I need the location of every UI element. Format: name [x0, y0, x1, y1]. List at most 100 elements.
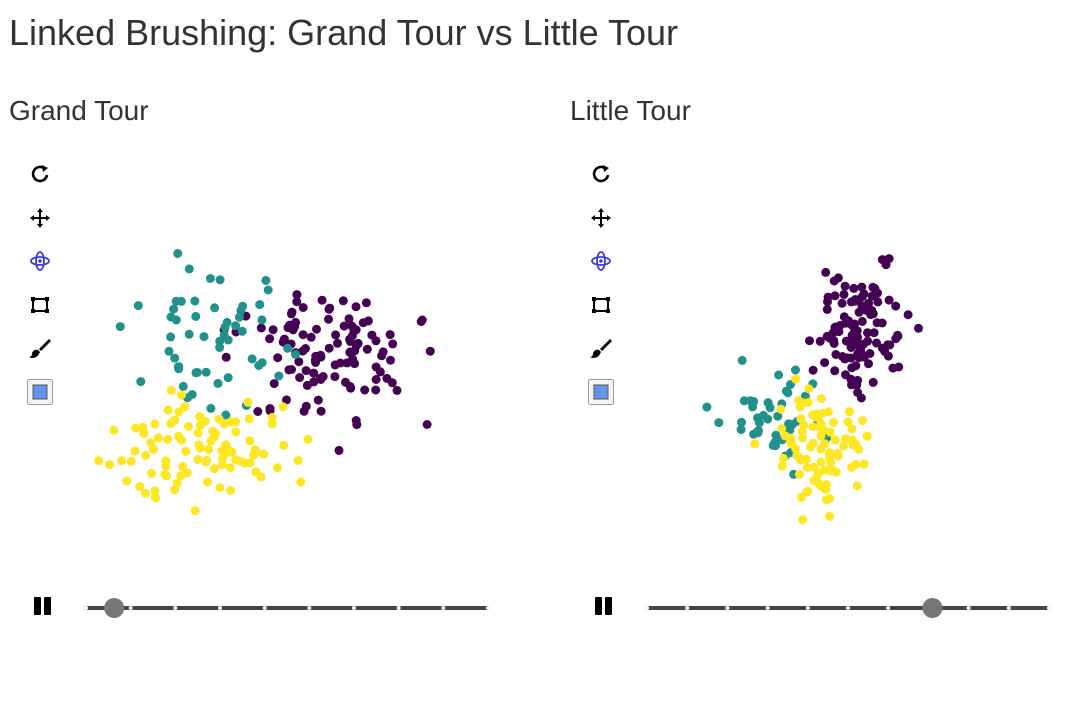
data-point [274, 371, 284, 381]
brush-tool-button[interactable] [585, 332, 617, 364]
select-box-tool-button[interactable] [585, 289, 617, 321]
data-point [330, 360, 340, 370]
data-point [282, 395, 291, 405]
rotate-icon [30, 251, 50, 271]
color-swatch-tool-button[interactable] [585, 376, 617, 408]
reset-tool-button[interactable] [585, 158, 617, 190]
data-point [773, 411, 783, 421]
grand-tour-slider[interactable] [72, 595, 492, 621]
data-point [788, 419, 798, 429]
data-point [256, 323, 266, 333]
data-point [293, 456, 303, 466]
reset-icon [592, 165, 610, 183]
data-point [877, 255, 887, 265]
color-swatch-tool-button[interactable] [24, 376, 56, 408]
data-point [215, 275, 225, 285]
rotate-tool-button[interactable] [585, 245, 617, 277]
data-point [903, 310, 913, 320]
data-point [206, 436, 216, 446]
data-point [763, 398, 773, 408]
data-point [829, 276, 839, 286]
data-point [805, 336, 814, 346]
slider-tick [886, 606, 891, 610]
data-point [225, 463, 235, 473]
data-point [263, 285, 273, 295]
data-point [301, 366, 311, 376]
data-point [843, 417, 853, 427]
data-point [392, 385, 402, 395]
slider-tick [966, 606, 971, 610]
data-point [194, 440, 204, 450]
data-point [331, 330, 341, 340]
data-point [830, 291, 840, 301]
data-point [292, 290, 302, 300]
pause-bar-left [34, 597, 41, 615]
data-point [267, 419, 277, 429]
cluster-2-points [750, 374, 872, 525]
data-point [353, 338, 363, 348]
data-point [226, 485, 236, 495]
data-point [151, 493, 161, 503]
data-point [345, 337, 355, 346]
data-point [302, 380, 312, 390]
data-point [891, 301, 901, 311]
data-point [150, 486, 160, 496]
little-tour-pause-button[interactable] [593, 595, 617, 619]
data-point [863, 336, 873, 346]
data-point [377, 351, 387, 361]
data-point [821, 267, 831, 277]
data-point [877, 343, 887, 353]
data-point [361, 298, 371, 308]
slider-thumb[interactable] [104, 598, 125, 618]
data-point [345, 382, 355, 391]
data-point [352, 420, 362, 430]
data-point [781, 386, 791, 396]
data-point [358, 318, 368, 328]
slider-tick [173, 606, 178, 610]
data-point [180, 402, 190, 412]
data-point [774, 370, 784, 380]
data-point [221, 440, 231, 450]
little-tour-slider[interactable] [633, 595, 1053, 621]
data-point [199, 332, 209, 342]
data-point [737, 417, 746, 427]
data-point [893, 331, 903, 341]
data-point [832, 449, 842, 459]
little-tour-panel: Little Tour [561, 90, 1082, 690]
little-tour-scatterplot[interactable] [561, 90, 1082, 590]
data-point [318, 372, 328, 381]
data-point [824, 452, 834, 462]
reset-tool-button[interactable] [24, 158, 56, 190]
data-point [809, 476, 819, 485]
slider-tick [84, 606, 88, 610]
slider-tick [486, 606, 490, 610]
grand-tour-scatterplot[interactable] [0, 90, 540, 590]
data-point [736, 425, 746, 435]
brush-tool-button[interactable] [24, 332, 56, 364]
data-point [791, 444, 801, 453]
slider-thumb[interactable] [922, 598, 943, 618]
data-point [283, 323, 293, 333]
slider-tick [846, 606, 850, 610]
data-point [187, 390, 197, 399]
data-point [334, 445, 344, 455]
data-point [122, 476, 132, 486]
grand-tour-pause-button[interactable] [32, 595, 56, 619]
data-point [209, 464, 219, 474]
data-point [796, 455, 806, 465]
data-point [867, 291, 877, 301]
slider-tick [805, 606, 810, 610]
slider-tick [218, 606, 222, 610]
data-point [852, 334, 862, 344]
data-point [859, 459, 869, 469]
data-point [884, 295, 894, 305]
cluster-0-points [219, 290, 435, 455]
data-point [296, 477, 306, 487]
rotate-tool-button[interactable] [24, 245, 56, 277]
data-point [245, 436, 255, 446]
data-point [201, 457, 211, 467]
pan-tool-button[interactable] [585, 202, 617, 234]
pan-tool-button[interactable] [24, 202, 56, 234]
data-point [771, 430, 781, 440]
select-box-tool-button[interactable] [24, 289, 56, 321]
